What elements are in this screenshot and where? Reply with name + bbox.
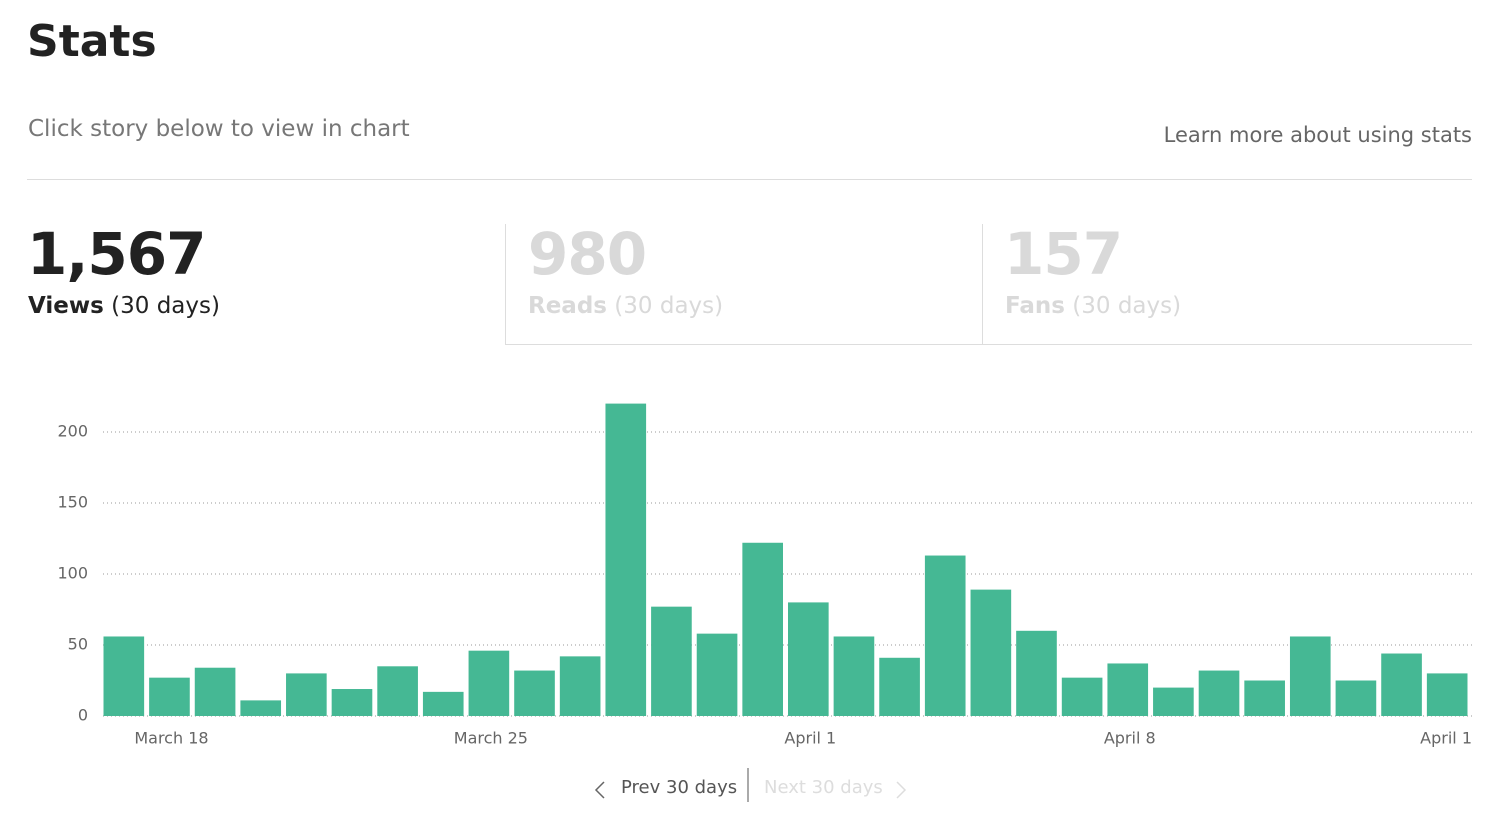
prev-button[interactable]: Prev 30 days (621, 777, 738, 798)
tab-border (505, 344, 1472, 345)
metric-name: Fans (1005, 293, 1065, 319)
bar (1426, 673, 1468, 716)
bar (1198, 670, 1240, 716)
metric-name: Reads (528, 293, 607, 319)
next-chevron (896, 781, 907, 799)
divider (27, 179, 1472, 180)
bar (1289, 636, 1331, 716)
x-tick-label: April 8 (1104, 729, 1156, 748)
bar (514, 670, 555, 716)
bar (605, 403, 647, 716)
bar (1335, 680, 1377, 716)
metric-period: (30 days) (111, 293, 220, 319)
bar (194, 667, 236, 716)
bar (240, 700, 282, 716)
x-tick-label: April 1 (784, 729, 836, 748)
prev-chevron (594, 781, 605, 799)
bar (788, 602, 829, 716)
bar (377, 666, 418, 716)
bar (879, 657, 920, 716)
bar (331, 689, 373, 716)
subtitle: Click story below to view in chart (28, 116, 410, 142)
x-tick-label: April 1 (1420, 729, 1472, 748)
bar (970, 589, 1012, 716)
help-link[interactable]: Learn more about using stats (1163, 123, 1472, 147)
metric-value[interactable]: 157 (1004, 220, 1123, 288)
next-button[interactable]: Next 30 days (764, 777, 883, 798)
x-tick-label: March 25 (454, 729, 528, 748)
metric-value[interactable]: 1,567 (27, 220, 206, 288)
bar (149, 677, 190, 716)
bar (559, 656, 601, 716)
metric-value[interactable]: 980 (528, 220, 647, 288)
bar (1153, 687, 1194, 716)
bar (103, 636, 145, 716)
tab-border (982, 224, 983, 344)
bar (696, 633, 738, 716)
page-title: Stats (27, 16, 157, 67)
metric-label[interactable]: Fans (30 days) (1005, 293, 1181, 319)
y-tick-label: 50 (68, 635, 88, 654)
bar (833, 636, 875, 716)
bar (1016, 630, 1057, 716)
y-tick-label: 200 (57, 422, 88, 441)
tab-border (505, 224, 506, 344)
bar (1381, 653, 1422, 716)
bar (651, 606, 692, 716)
y-tick-label: 100 (57, 564, 88, 583)
bar (1244, 680, 1285, 716)
x-tick-label: March 18 (134, 729, 208, 748)
metric-period: (30 days) (614, 293, 724, 319)
metric-name: Views (28, 293, 104, 319)
metric-label[interactable]: Views (30 days) (28, 293, 220, 319)
y-tick-label: 0 (78, 706, 88, 725)
bar (468, 650, 510, 716)
bar (286, 673, 327, 716)
bar (1061, 677, 1103, 716)
bar (422, 691, 464, 716)
y-tick-label: 150 (57, 493, 88, 512)
bar (1107, 663, 1149, 716)
metric-label[interactable]: Reads (30 days) (528, 293, 723, 319)
bar (742, 542, 783, 716)
metric-period: (30 days) (1072, 293, 1182, 319)
bar (924, 555, 966, 716)
